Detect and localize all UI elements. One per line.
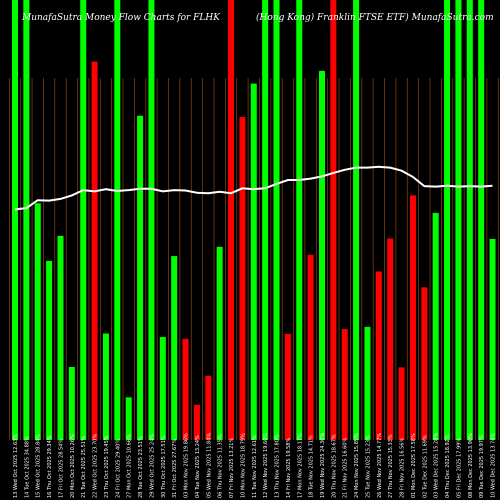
x-tick-label: 03 Mon Nov 2025 19.86%: [184, 433, 190, 498]
money-flow-bar: [125, 397, 132, 440]
x-tick-label: 03 Wed Dec 2025 15.28%: [434, 433, 440, 498]
x-tick-label: 13 Wed Oct 2025 12.63%: [13, 434, 19, 498]
money-flow-bar: [478, 0, 485, 440]
money-flow-bar: [455, 0, 462, 440]
money-flow-bar: [353, 0, 360, 440]
money-flow-bar: [398, 367, 405, 440]
money-flow-bar: [34, 203, 41, 440]
x-tick-label: 19 Wed Nov 2025 24.30%: [320, 433, 326, 498]
money-flow-bar: [284, 333, 291, 440]
x-tick-label: 04 Tue Nov 2025 13.24%: [195, 435, 201, 498]
x-tick-label: 02 Tue Dec 2025 11.69%: [422, 435, 428, 498]
x-tick-label: 01 Mon Dec 2025 17.58%: [411, 433, 417, 498]
x-tick-label: 22 Wed Oct 2025 23.70%: [93, 434, 99, 498]
x-tick-label: 12 Wed Nov 2025 19.60%: [263, 433, 269, 498]
x-tick-label: 24 Fri Oct 2025 29.40%: [115, 439, 121, 498]
x-tick-label: 28 Fri Nov 2025 16.56%: [400, 438, 406, 498]
chart-subtitle: (Hong Kong) Franklin FTSE ETF) MunafaSut…: [256, 13, 494, 23]
money-flow-bar: [205, 375, 212, 440]
money-flow-bar: [216, 246, 223, 440]
money-flow-bar: [193, 404, 200, 440]
x-tick-label: 21 Tue Oct 2025 25.51%: [81, 436, 87, 498]
x-tick-label: 25 Tue Nov 2025 15.23%: [366, 435, 372, 498]
money-flow-bar: [387, 238, 394, 440]
money-flow-bar: [432, 212, 439, 440]
money-flow-bar: [159, 337, 166, 440]
x-tick-label: 20 Thu Nov 2025 18.67%: [331, 434, 337, 498]
x-tick-label: 08 Mon Dec 2025 13.90%: [468, 433, 474, 498]
money-flow-bar: [57, 235, 64, 440]
x-tick-label: 17 Mon Nov 2025 18.17%: [297, 433, 303, 498]
x-tick-label: 14 Fri Nov 2025 19.58%: [286, 438, 292, 498]
x-tick-label: 28 Tue Oct 2025 23.51%: [138, 436, 144, 498]
x-tick-label: 04 Thu Dec 2025 18.92%: [445, 434, 451, 498]
x-tick-label: 06 Thu Nov 2025 11.35%: [218, 434, 224, 498]
money-flow-bar: [91, 61, 98, 440]
money-flow-bar: [171, 256, 178, 440]
x-tick-label: 05 Fri Dec 2025 17.99%: [456, 438, 462, 498]
money-flow-bar: [296, 0, 303, 440]
money-flow-bar: [102, 333, 109, 440]
money-flow-bar: [330, 0, 337, 440]
money-flow-bar: [489, 238, 496, 440]
money-flow-bar: [375, 271, 382, 440]
x-tick-label: 11 Tue Nov 2025 12.61%: [252, 435, 258, 498]
x-tick-label: 07 Fri Nov 2025 13.21%: [229, 438, 235, 498]
average-line: [14, 165, 493, 211]
x-tick-label: 21 Fri Nov 2025 16.60%: [343, 438, 349, 498]
x-tick-label: 31 Fri Oct 2025 27.67%: [172, 439, 178, 498]
money-flow-bar: [23, 0, 30, 440]
money-flow-bar: [80, 0, 87, 440]
x-tick-label: 16 Thu Oct 2025 29.34%: [47, 435, 53, 498]
x-tick-label: 17 Fri Oct 2025 28.54%: [59, 439, 65, 498]
x-tick-label: 18 Tue Nov 2025 14.71%: [309, 435, 315, 498]
x-tick-label: 29 Wed Oct 2025 25.24%: [149, 434, 155, 498]
x-tick-label: 30 Thu Oct 2025 17.51%: [161, 435, 167, 498]
money-flow-bar: [273, 0, 280, 440]
money-flow-bar: [250, 83, 257, 440]
x-tick-label: 20 Mon Oct 2025 10.26%: [70, 434, 76, 498]
x-tick-label: 26 Wed Nov 2025 14.77%: [377, 433, 383, 498]
x-tick-label: 13 Thu Nov 2025 17.80%: [275, 434, 281, 498]
money-flow-bar: [137, 115, 144, 440]
money-flow-bar: [444, 0, 451, 440]
money-flow-bar: [409, 195, 416, 440]
x-tick-label: 15 Wed Oct 2025 28.84%: [36, 434, 42, 498]
x-tick-label: 05 Wed Nov 2025 11.84%: [206, 433, 212, 498]
x-tick-label: 14 Tue Oct 2025 34.88%: [24, 436, 30, 498]
money-flow-bar: [228, 0, 235, 440]
money-flow-bar: [68, 366, 75, 440]
money-flow-bar: [46, 260, 53, 440]
money-flow-bar: [114, 0, 121, 440]
money-flow-bar: [148, 0, 155, 440]
money-flow-bar: [318, 70, 325, 440]
x-tick-label: 27 Thu Nov 2025 15.33%: [388, 434, 394, 498]
money-flow-bar: [307, 254, 314, 440]
money-flow-bar: [364, 326, 371, 440]
x-tick-label: 27 Mon Oct 2025 10.66%: [127, 434, 133, 498]
x-tick-label: 23 Thu Oct 2025 19.45%: [104, 435, 110, 498]
x-tick-label: 10 Mon Nov 2025 18.79%: [240, 433, 246, 498]
chart-title: MunafaSutra Money Flow Charts for FLHK: [22, 13, 220, 23]
money-flow-bar: [466, 0, 473, 440]
x-tick-label: 24 Mon Nov 2025 15.85%: [354, 433, 360, 498]
money-flow-bar: [182, 338, 189, 440]
money-flow-bar: [12, 0, 18, 440]
money-flow-bar: [239, 117, 246, 440]
money-flow-bar: [421, 287, 428, 440]
x-tick-label: 10 Wed Dec 2025 13.74%: [491, 433, 497, 498]
x-tick-label: 09 Tue Dec 2025 19.97%: [479, 435, 485, 498]
money-flow-bar: [341, 329, 348, 440]
money-flow-bar: [262, 0, 269, 440]
